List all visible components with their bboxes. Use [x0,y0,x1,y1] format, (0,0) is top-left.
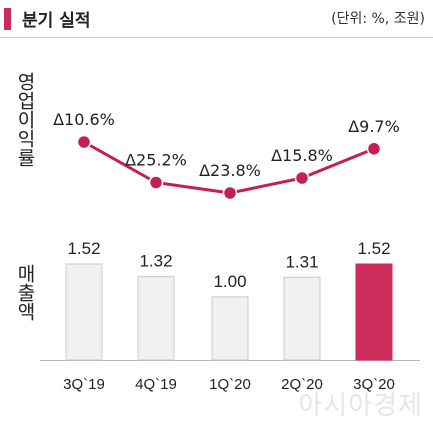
sales-value-label-1: 1.32 [139,252,172,271]
header-accent-bar [4,8,11,30]
x-tick-label-2: 1Q`20 [209,376,251,393]
x-tick-label-1: 4Q`19 [135,376,177,393]
margin-value-label-4: Δ9.7% [348,117,400,136]
sales-value-label-4: 1.52 [357,239,390,258]
margin-value-label-0: Δ10.6% [53,110,115,129]
margin-point-2 [222,185,238,201]
x-tick-label-3: 2Q`20 [281,376,323,393]
x-tick-label-0: 3Q`19 [63,376,105,393]
sales-bar-2 [211,296,249,361]
margin-point-4 [366,141,382,156]
margin-value-label-3: Δ15.8% [271,146,333,165]
sales-bar-0 [65,263,103,361]
sales-value-label-0: 1.52 [67,239,100,258]
header-divider [0,37,433,38]
sales-bar-4 [355,263,393,361]
sales-value-label-3: 1.31 [285,252,318,271]
watermark: 아시아경제 [298,391,423,421]
margin-point-1 [148,175,164,190]
margin-value-label-2: Δ23.8% [199,161,261,180]
sales-value-label-2: 1.00 [213,272,246,291]
sales-bar-1 [137,276,175,361]
chart-header: 분기 실적 (단위: %, 조원) [0,0,433,36]
sales-bar-3 [283,276,321,361]
margin-value-label-1: Δ25.2% [125,151,187,170]
margin-point-3 [294,170,310,186]
x-tick-label-4: 3Q`20 [353,376,395,393]
sales-label: 매출액 [14,264,36,321]
chart-title: 분기 실적 [22,11,91,31]
unit-label: (단위: %, 조원) [331,11,425,27]
margin-point-0 [76,134,92,150]
operating-margin-label: 영업이익률 [14,72,36,167]
